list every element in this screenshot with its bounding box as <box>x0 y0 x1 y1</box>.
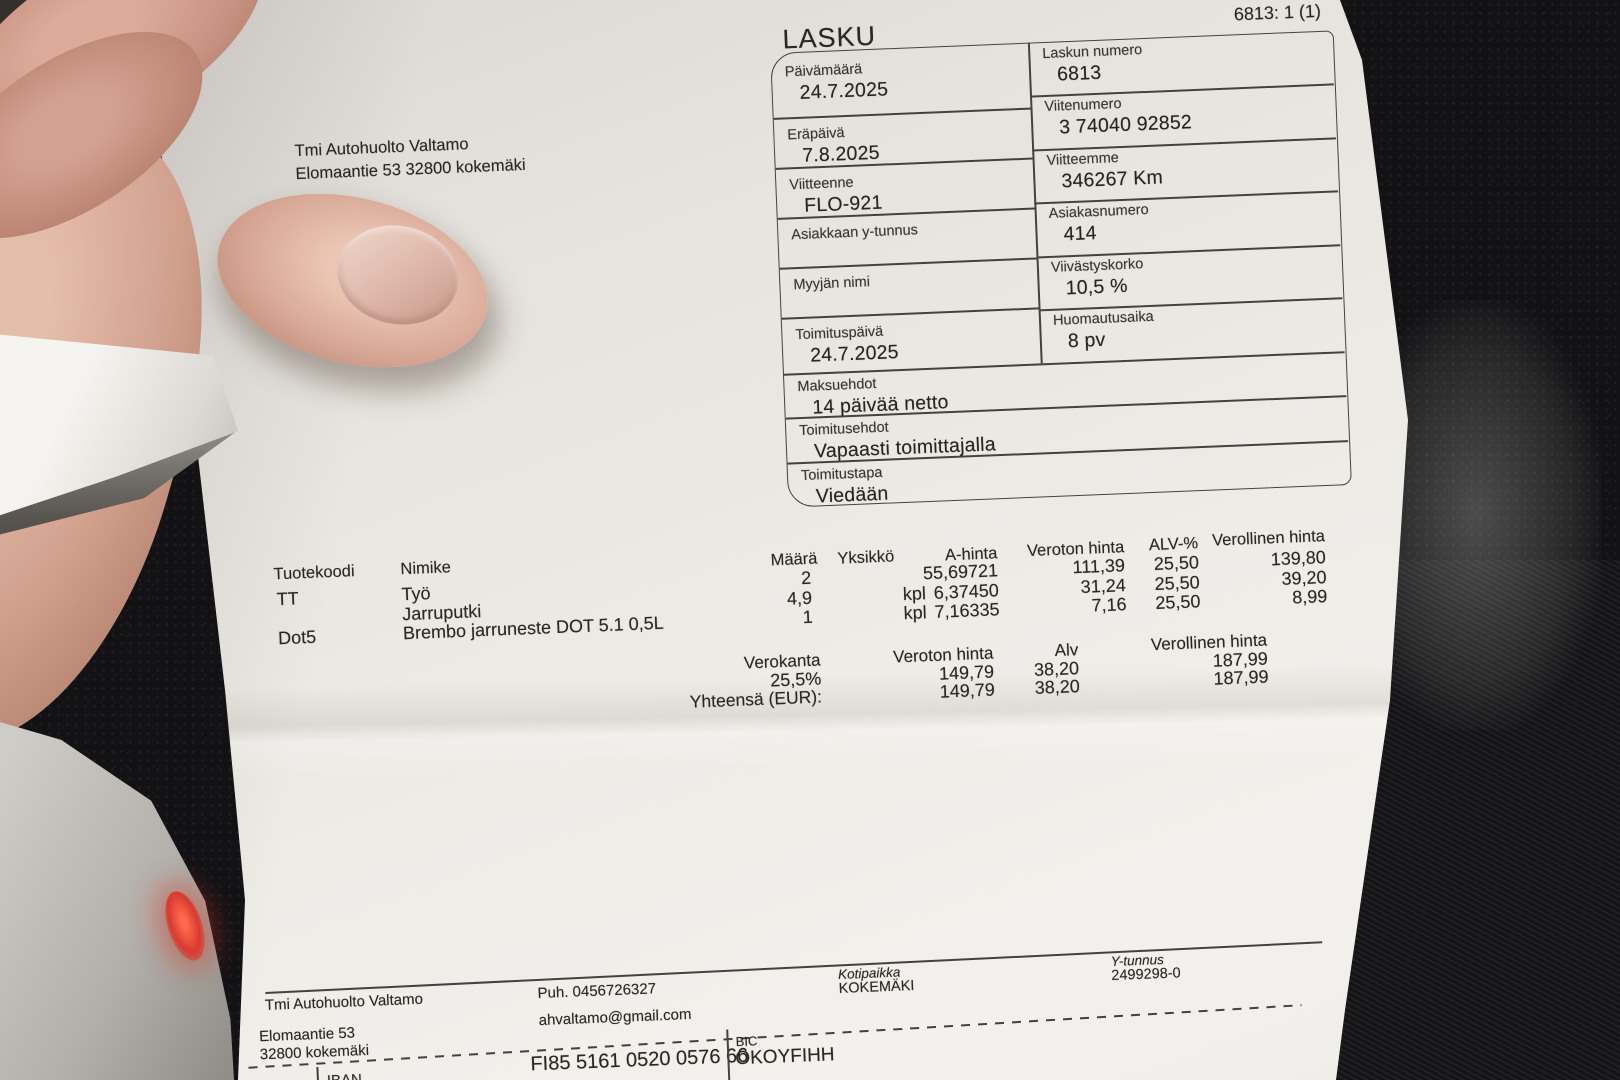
field-viitteemme-label: Viitteemme <box>1046 150 1120 169</box>
field-paivamaara-label: Päivämäärä <box>784 61 863 81</box>
field-toimitustapa-label: Toimitustapa <box>800 464 883 485</box>
footer-iban-label: IBAN <box>327 1071 363 1080</box>
field-viitteemme-value: 346267 Km <box>1061 166 1164 193</box>
field-myyjan-nimi-label: Myyjän nimi <box>793 274 871 294</box>
footer-company: Tmi Autohuolto Valtamo <box>264 990 424 1015</box>
item-code: Dot5 <box>277 626 317 649</box>
field-viivastyskorko-value: 10,5 % <box>1065 274 1129 300</box>
field-huomautusaika-value: 8 pv <box>1067 328 1106 353</box>
footer-bic-value: OKOYFIHH <box>734 1044 835 1070</box>
footer-email: ahvaltamo@gmail.com <box>538 1005 692 1030</box>
field-viitenumero-label: Viitenumero <box>1044 95 1122 116</box>
field-toimituspaiva-value: 24.7.2025 <box>809 341 900 367</box>
field-paivamaara-value: 24.7.2025 <box>799 78 889 104</box>
field-laskun-numero-value: 6813 <box>1056 61 1102 86</box>
item-qty: 1 <box>802 606 814 628</box>
field-toimitustapa-value: Viedään <box>815 482 889 508</box>
footer-phone: Puh. 0456726327 <box>537 980 657 1003</box>
totals-yhteensa-label: Yhteensä (EUR): <box>689 686 823 712</box>
footer-ytunnus-value: 2499298-0 <box>1111 965 1181 985</box>
footer-kotipaikka-value: KOKEMÄKI <box>838 977 915 997</box>
item-vat: 25,50 <box>1154 591 1201 613</box>
item-gross: 8,99 <box>1291 586 1328 608</box>
field-erapaiva-value: 7.8.2025 <box>801 141 881 167</box>
item-unit-price: 7,16335 <box>934 599 1000 622</box>
totals-vat-total: 38,20 <box>1034 676 1081 698</box>
field-viitteenne-value: FLO-921 <box>803 191 883 217</box>
field-viitteenne-label: Viitteenne <box>789 174 854 194</box>
item-code: TT <box>276 588 299 610</box>
page-reference: 6813: 1 (1) <box>1233 0 1322 25</box>
background-sheen <box>1392 300 1602 730</box>
sender-address: Elomaantie 53 32800 kokemäki <box>295 155 526 184</box>
sender-name: Tmi Autohuolto Valtamo <box>294 135 469 161</box>
field-erapaiva-label: Eräpäivä <box>787 125 845 144</box>
items-header-code: Tuotekoodi <box>273 562 355 584</box>
iban-divider-bar <box>316 1066 320 1080</box>
item-name: Työ <box>401 583 431 605</box>
items-header-name: Nimike <box>400 558 452 579</box>
field-maksuehdot-label: Maksuehdot <box>797 376 877 396</box>
field-asiakasnumero-value: 414 <box>1063 222 1098 246</box>
